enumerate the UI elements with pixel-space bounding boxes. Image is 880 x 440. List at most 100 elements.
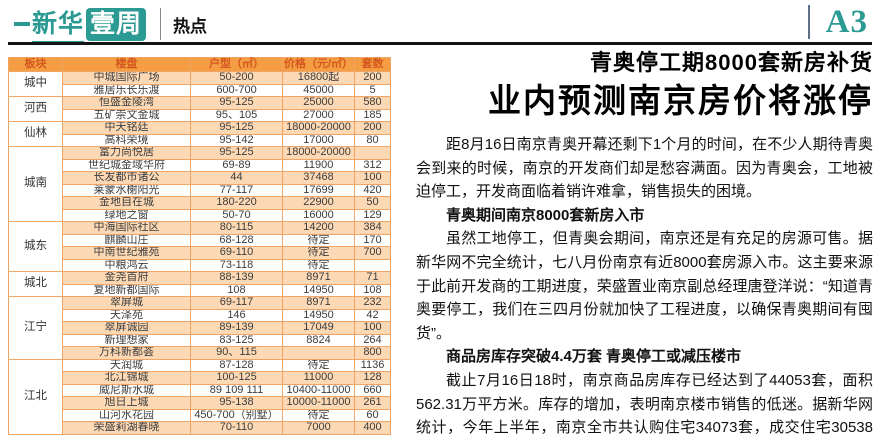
table-row: 麒麟山庄 68-128 待定 170 [9,233,391,247]
cell-count: 200 [354,121,391,135]
cell-count: 580 [354,96,391,110]
column-header: 板块 [8,57,63,72]
cell-name: 新理想家 [62,333,191,347]
table-row: 河西 恒盛金陵湾 95-125 25000 580 [8,96,391,122]
cell-price: 14950 [282,283,355,297]
cell-count: 5 [354,83,391,97]
cell-count: 1136 [354,358,391,372]
cell-name: 旭日上城 [62,396,191,410]
masthead-divider [160,8,162,40]
cell-name: 山河水花园 [62,408,191,422]
article: 青奥停工期8000套新房补货 业内预测南京房价将涨停 距8月16日南京青奥开幕还… [416,48,873,440]
cell-price: 10400-11000 [282,383,355,397]
page-number: A3 [825,3,868,40]
cell-count: 200 [354,71,391,85]
district-cell: 城东 [8,221,63,272]
cell-price: 7000 [282,421,355,435]
cell-price [282,346,355,360]
cell-name: 中城国际广场 [62,71,191,85]
cell-price: 8824 [282,333,355,347]
logo-text-yizhou: 壹周 [86,7,147,41]
cell-name: 长发都市诸公 [62,171,191,185]
table-row: 长发都市诸公 44 37468 100 [9,171,391,185]
cell-price: 8971 [282,271,355,285]
cell-unit: 73-118 [190,258,283,272]
cell-count: 128 [354,371,391,385]
cell-count: 100 [354,321,391,335]
district-cell: 河西 [8,96,63,122]
cell-count: 232 [354,296,391,310]
cell-count: 185 [354,108,391,122]
cell-name: 金尧首府 [62,271,191,285]
cell-unit: 180-220 [190,196,283,210]
cell-price: 16000 [282,208,355,222]
table-row: 中南世纪雅苑 69-110 待定 700 [9,246,391,260]
cell-count: 384 [354,221,391,235]
cell-count: 400 [354,421,391,435]
cell-name: 雅居乐长乐渡 [62,83,191,97]
cell-unit: 83-125 [190,333,283,347]
article-body: 距8月16日南京青奥开幕还剩下1个月的时间，在不少人期待青奥会到来的时候，南京的… [416,133,873,440]
cell-name: 复地新都国际 [62,283,191,297]
table-row: 北江锦城 100-125 11000 128 [9,371,391,385]
paragraph-inventory: 截止7月16日18时，南京商品房库存已经达到了44053套，面积562.31万平… [416,371,873,437]
cell-unit: 89-139 [190,321,283,335]
cell-price: 17699 [282,183,355,197]
cell-price: 17000 [282,133,355,147]
cell-unit: 50-200 [190,71,283,85]
table-row: 仙林 中天铭廷 95-125 18000-20000 200 [8,121,391,147]
masthead: 新华 壹周 热点 [14,4,207,44]
cell-unit: 100-125 [190,371,283,385]
table-row: 世纪城金域华府 69-89 11900 312 [9,158,391,172]
cell-unit: 77-117 [190,183,283,197]
cell-price: 11900 [282,158,355,172]
cell-price: 14200 [282,221,355,235]
cell-name: 威尼斯水城 [62,383,191,397]
cell-unit: 95、105 [190,108,283,122]
table-row: 五矿崇文金城 95、105 27000 185 [9,108,391,122]
cell-unit: 600-700 [190,83,283,97]
logo-text-xinhua: 新华 [32,4,85,44]
cell-price: 25000 [282,96,355,110]
cell-unit: 108 [190,283,283,297]
cell-price: 22900 [282,196,355,210]
district-cell: 城北 [8,271,63,297]
table-row: 江宁 翠屏城 69-117 8971 232 [8,296,391,360]
cell-name: 北江锦城 [62,371,191,385]
cell-price: 18000-20000 [282,121,355,135]
cell-count: 660 [354,383,391,397]
district-cell: 城中 [8,71,63,97]
cell-count: 42 [354,308,391,322]
cell-price: 待定 [282,233,355,247]
cell-price: 待定 [282,258,355,272]
logo-dash-stroke [14,22,30,26]
table-row: 城北 金尧首府 88-139 8971 71 [8,271,391,297]
cell-unit: 44 [190,171,283,185]
cell-name: 恒盛金陵湾 [62,96,191,110]
cell-unit: 69-117 [190,296,283,310]
cell-price: 14950 [282,308,355,322]
district-cell: 仙林 [8,121,63,147]
cell-unit: 90、115 [190,346,283,360]
newspaper-logo: 新华 壹周 [14,4,147,44]
cell-unit: 88-139 [190,271,283,285]
paragraph-intro: 距8月16日南京青奥开幕还剩下1个月的时间，在不少人期待青奥会到来的时候，南京的… [416,136,873,201]
district-cell: 城南 [8,146,63,222]
cell-name: 中粮鸿云 [62,258,191,272]
district-cell: 江宁 [8,296,63,360]
cell-unit: 95-142 [190,133,283,147]
listings-table: 板块 楼盘 户型（㎡） 价格（元/㎡） 套数 城中 中城国际广场 50-200 16800起 2… [8,57,391,435]
cell-unit: 69-89 [190,158,283,172]
masthead-rule [8,42,872,45]
page-number-bar [807,5,810,39]
cell-unit: 95-125 [190,121,283,135]
cell-name: 翠屏诚园 [62,321,191,335]
cell-name: 五矿崇文金城 [62,108,191,122]
table-row: 高科荣境 95-142 17000 80 [9,133,391,147]
listings-table-wrap: 板块 楼盘 户型（㎡） 价格（元/㎡） 套数 城中 中城国际广场 50-200 16800起 2… [8,57,391,440]
article-subhead-1: 青奥期间南京8000套新房入市 [446,206,645,224]
table-row: 江北 天润城 87-128 待定 1136 [8,358,391,435]
table-header-row: 板块 楼盘 户型（㎡） 价格（元/㎡） 套数 [8,57,391,72]
cell-count: 312 [354,158,391,172]
